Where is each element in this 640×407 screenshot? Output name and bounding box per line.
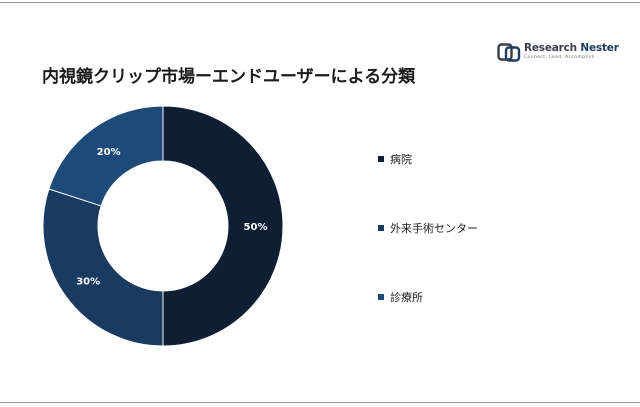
research-nester-logo: Research Nester Connect. Lead. Accomplis… — [497, 40, 619, 66]
legend-item-2: 外来手術センター — [378, 220, 478, 236]
legend-label-2: 外来手術センター — [390, 222, 478, 235]
slice-label-3: 20% — [97, 147, 121, 158]
top-rule — [0, 2, 640, 3]
legend-label-3: 診療所 — [390, 291, 423, 304]
legend-item-3: 診療所 — [378, 289, 423, 305]
legend-swatch-2 — [378, 225, 384, 231]
legend-swatch-3 — [378, 294, 384, 300]
research-nester-logo-icon — [497, 43, 521, 62]
logo-name-part1: Research — [524, 42, 577, 54]
slice-label-2: 30% — [76, 276, 100, 287]
slice-label-1: 50% — [244, 222, 268, 233]
donut-slice-1 — [162, 105, 284, 347]
logo-wordmark: Research Nester — [524, 42, 619, 54]
legend-swatch-1 — [378, 156, 384, 162]
bottom-rule — [0, 402, 640, 403]
donut-slice-2 — [42, 188, 164, 347]
logo-name-part2: Nester — [580, 42, 619, 54]
legend-label-1: 病院 — [390, 153, 412, 166]
chart-title: 内視鏡クリップ市場ーエンドユーザーによる分類 — [42, 67, 416, 87]
logo-tagline: Connect. Lead. Accomplish — [524, 55, 595, 60]
legend-item-1: 病院 — [378, 151, 412, 167]
donut-slice-3 — [48, 105, 164, 207]
